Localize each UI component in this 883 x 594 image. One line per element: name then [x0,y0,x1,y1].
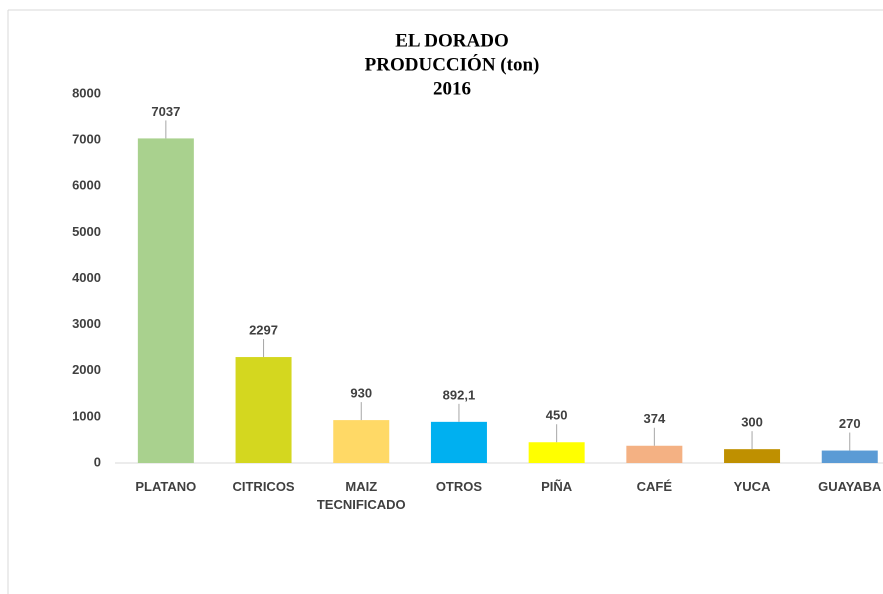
bar [528,442,585,463]
data-label: 270 [839,416,861,431]
chart-title: 2016 [433,78,471,99]
x-tick-label: GUAYABA [818,479,882,494]
bar [333,420,390,463]
data-label: 2297 [249,322,278,337]
x-tick-label: PIÑA [541,479,573,494]
data-label: 892,1 [443,387,476,402]
chart-title: EL DORADO [395,30,509,51]
bar [430,421,487,463]
bar [137,138,194,463]
y-tick-label: 5000 [72,224,101,239]
data-label: 374 [643,411,665,426]
x-tick-label: OTROS [435,479,483,494]
y-tick-label: 8000 [72,85,101,100]
y-tick-label: 0 [94,454,101,469]
data-label: 930 [350,386,372,401]
bar [235,357,292,463]
bar [626,445,683,463]
bar [724,449,781,463]
x-tick-label: YUCA [733,479,771,494]
y-tick-label: 7000 [72,132,101,147]
x-tick-label: PLATANO [135,479,197,494]
chart-title: PRODUCCIÓN (ton) [365,53,540,75]
y-tick-label: 2000 [72,362,101,377]
x-tick-label: MAIZ TECNIFICADO [316,479,406,512]
y-tick-label: 1000 [72,408,101,423]
x-tick-label: CITRICOS [232,479,295,494]
y-tick-label: 4000 [72,270,101,285]
bar [821,450,878,463]
data-label: 450 [546,408,568,423]
y-tick-label: 3000 [72,316,101,331]
data-label: 300 [741,415,763,430]
x-tick-label: CAFÉ [636,479,673,494]
y-tick-label: 6000 [72,178,101,193]
data-label: 7037 [151,104,180,119]
